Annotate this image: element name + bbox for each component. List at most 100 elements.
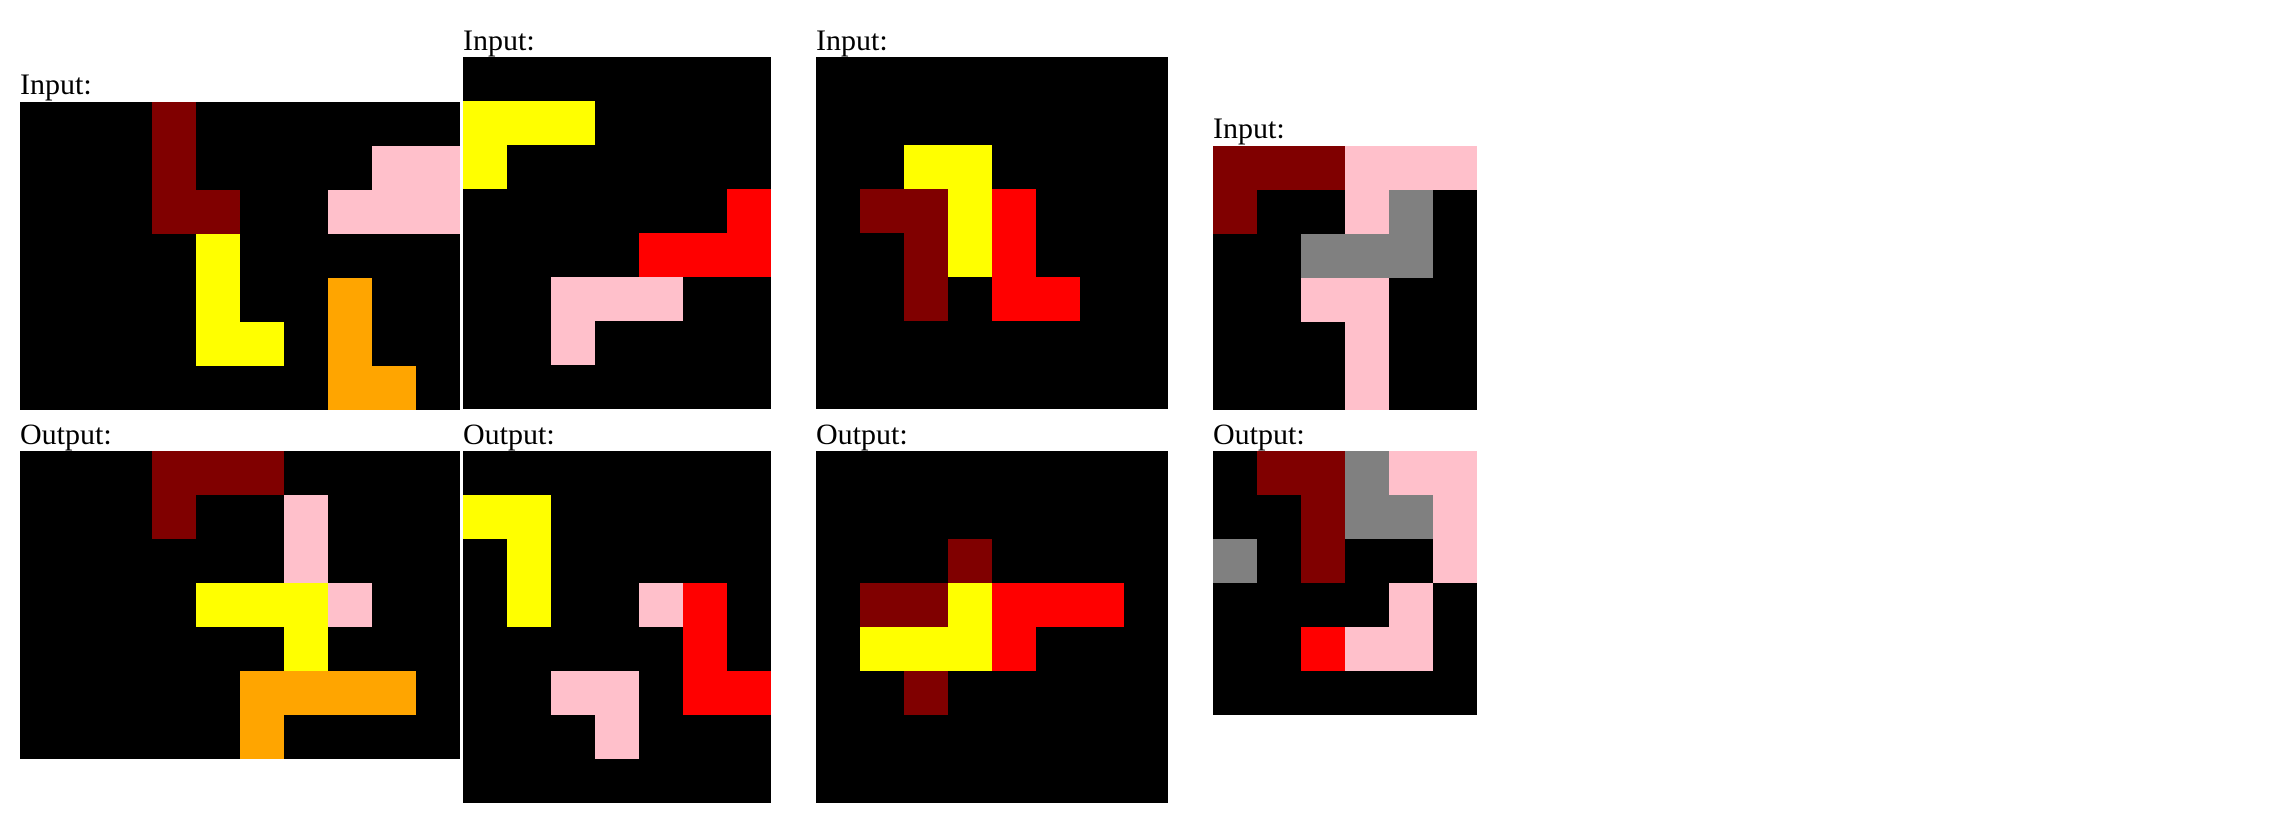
grid-cell xyxy=(816,627,860,671)
grid-cell xyxy=(1080,715,1124,759)
grid-cell xyxy=(639,189,683,233)
grid-cell xyxy=(1036,101,1080,145)
grid-cell xyxy=(727,321,771,365)
grid-cell xyxy=(1433,366,1477,410)
grid-cell xyxy=(1257,451,1301,495)
grid-cell xyxy=(727,715,771,759)
grid-cell xyxy=(948,277,992,321)
grid-cell xyxy=(64,539,108,583)
grid-cell xyxy=(1433,671,1477,715)
grid-cell xyxy=(727,627,771,671)
grid-cell xyxy=(1257,322,1301,366)
grid-cell xyxy=(639,759,683,803)
grid-cell xyxy=(328,366,372,410)
grid-cell xyxy=(1433,539,1477,583)
grid-cell xyxy=(727,277,771,321)
pair-3-output-grid xyxy=(816,451,1168,803)
grid-cell xyxy=(328,627,372,671)
grid-cell xyxy=(463,583,507,627)
grid-cell xyxy=(284,146,328,190)
grid-cell xyxy=(463,57,507,101)
grid-cell xyxy=(1257,627,1301,671)
grid-cell xyxy=(1036,715,1080,759)
grid-cell xyxy=(1345,539,1389,583)
grid-cell xyxy=(551,101,595,145)
grid-cell xyxy=(463,715,507,759)
grid-cell xyxy=(1124,145,1168,189)
grid-cell xyxy=(551,671,595,715)
grid-cell xyxy=(152,671,196,715)
grid-cell xyxy=(240,451,284,495)
grid-cell xyxy=(1389,583,1433,627)
grid-cell xyxy=(108,671,152,715)
grid-cell xyxy=(727,539,771,583)
grid-cell xyxy=(152,102,196,146)
grid-cell xyxy=(416,627,460,671)
grid-cell xyxy=(948,145,992,189)
grid-cell xyxy=(595,101,639,145)
grid-cell xyxy=(1433,495,1477,539)
grid-cell xyxy=(1301,366,1345,410)
grid-cell xyxy=(1080,101,1124,145)
grid-cell xyxy=(860,233,904,277)
grid-cell xyxy=(1345,322,1389,366)
grid-cell xyxy=(1124,539,1168,583)
grid-cell xyxy=(683,715,727,759)
grid-cell xyxy=(64,495,108,539)
grid-cell xyxy=(1124,583,1168,627)
grid-cell xyxy=(1301,322,1345,366)
grid-cell xyxy=(1433,190,1477,234)
grid-cell xyxy=(948,495,992,539)
grid-cell xyxy=(1036,671,1080,715)
grid-cell xyxy=(1036,189,1080,233)
grid-cell xyxy=(20,322,64,366)
grid-cell xyxy=(1257,190,1301,234)
grid-cell xyxy=(1345,146,1389,190)
grid-cell xyxy=(507,671,551,715)
grid-cell xyxy=(683,671,727,715)
grid-cell xyxy=(1257,278,1301,322)
grid-cell xyxy=(416,539,460,583)
grid-cell xyxy=(860,57,904,101)
grid-cell xyxy=(860,101,904,145)
grid-cell xyxy=(196,322,240,366)
grid-cell xyxy=(1301,539,1345,583)
grid-cell xyxy=(904,321,948,365)
grid-cell xyxy=(507,759,551,803)
grid-cell xyxy=(1389,539,1433,583)
grid-cell xyxy=(639,539,683,583)
grid-cell xyxy=(20,366,64,410)
grid-cell xyxy=(64,278,108,322)
grid-cell xyxy=(860,539,904,583)
grid-cell xyxy=(20,715,64,759)
grid-cell xyxy=(727,495,771,539)
test-input-label: Input: xyxy=(1213,112,1285,145)
grid-cell xyxy=(328,234,372,278)
grid-cell xyxy=(284,190,328,234)
grid-cell xyxy=(240,539,284,583)
grid-cell xyxy=(416,715,460,759)
grid-cell xyxy=(108,278,152,322)
grid-cell xyxy=(20,278,64,322)
grid-cell xyxy=(639,321,683,365)
grid-cell xyxy=(904,495,948,539)
grid-cell xyxy=(463,495,507,539)
grid-cell xyxy=(727,57,771,101)
grid-cell xyxy=(860,627,904,671)
grid-cell xyxy=(196,451,240,495)
grid-cell xyxy=(463,277,507,321)
grid-cell xyxy=(507,277,551,321)
grid-cell xyxy=(1345,190,1389,234)
grid-cell xyxy=(1080,277,1124,321)
grid-cell xyxy=(992,57,1036,101)
grid-cell xyxy=(904,365,948,409)
grid-cell xyxy=(860,451,904,495)
grid-cell xyxy=(416,495,460,539)
grid-cell xyxy=(1389,322,1433,366)
grid-cell xyxy=(816,495,860,539)
grid-cell xyxy=(463,759,507,803)
grid-cell xyxy=(948,321,992,365)
grid-cell xyxy=(1301,583,1345,627)
pair-3-input-label: Input: xyxy=(816,24,888,57)
grid-cell xyxy=(948,539,992,583)
